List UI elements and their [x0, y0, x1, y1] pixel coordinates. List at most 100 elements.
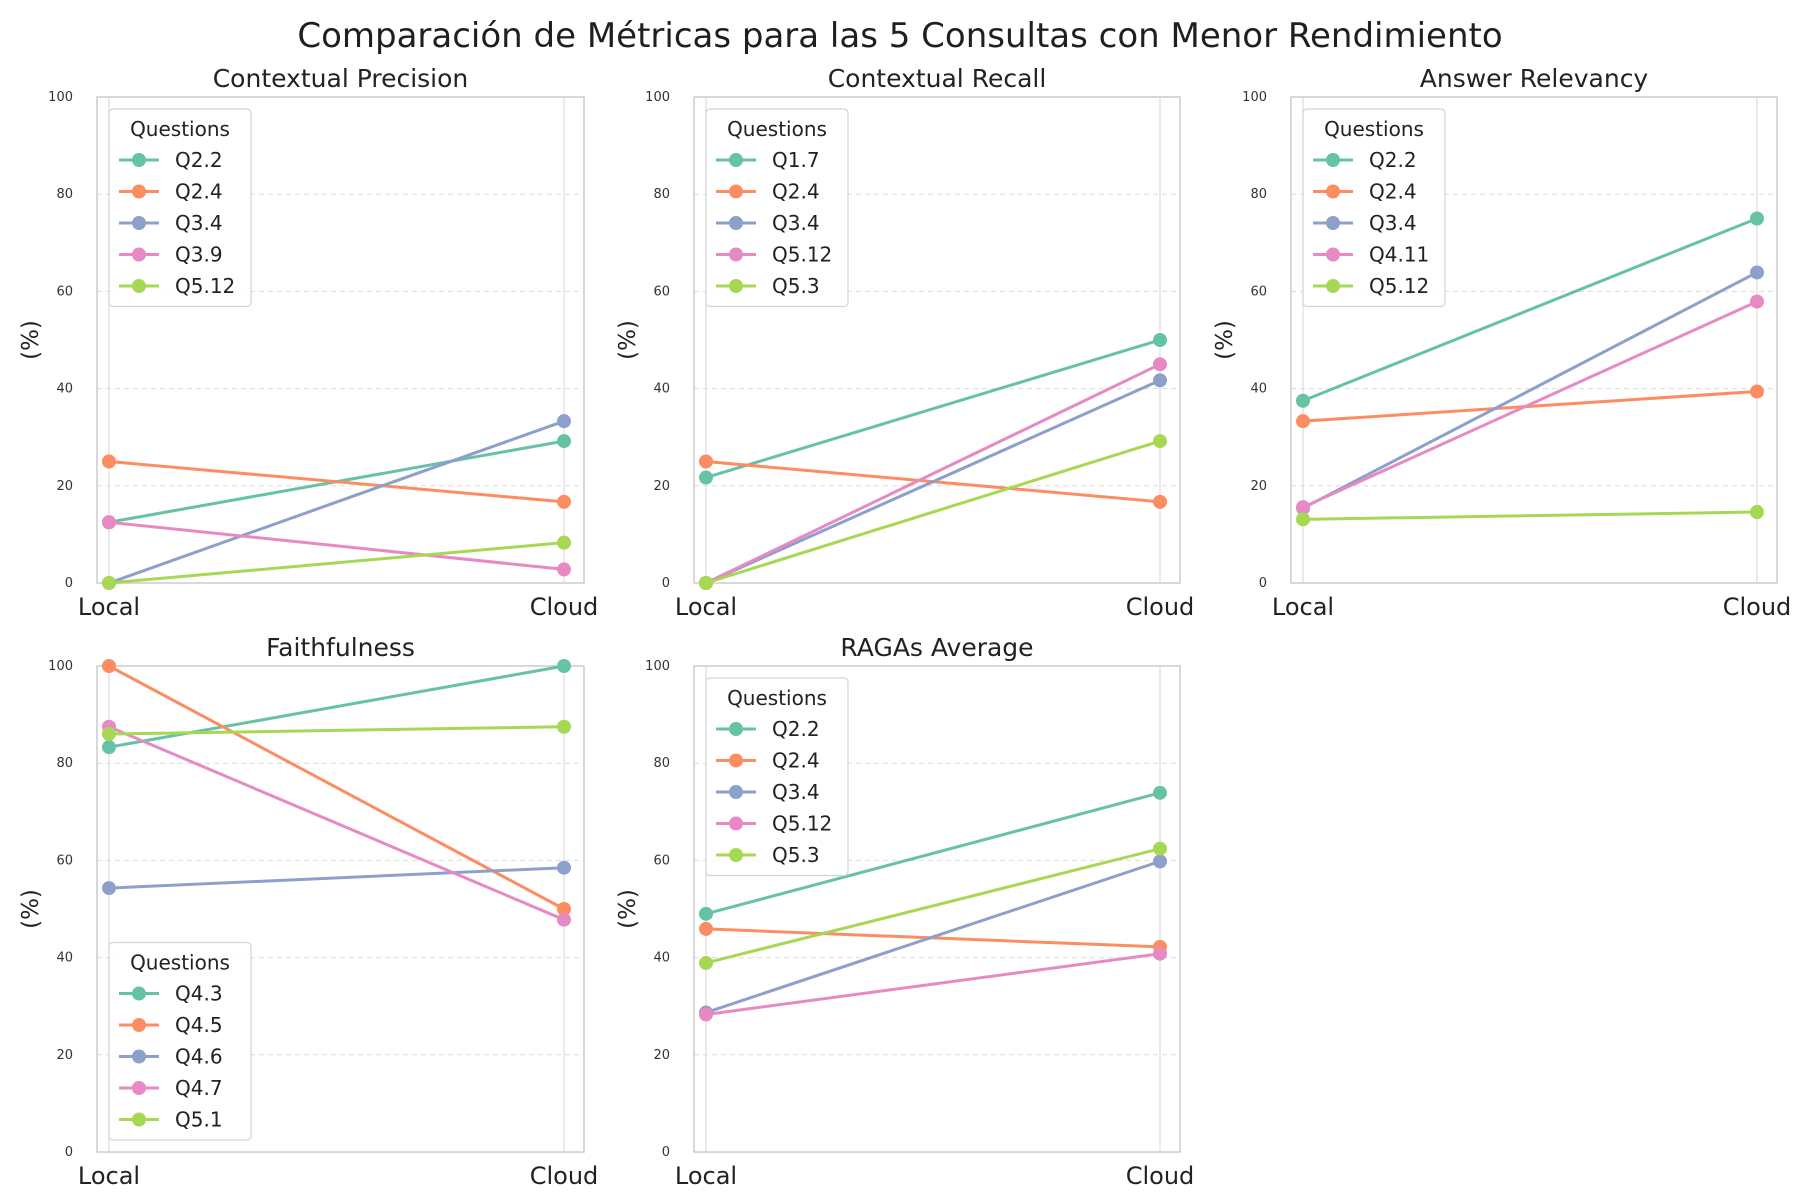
data-point — [102, 727, 116, 742]
data-point — [557, 719, 571, 734]
data-point — [1750, 505, 1764, 520]
data-point — [1153, 333, 1167, 347]
legend-label: Q3.4 — [772, 211, 820, 235]
legend-label: Q5.3 — [772, 843, 820, 867]
data-point — [1750, 265, 1764, 280]
chart-panel-4: 0 20 40 60 80 100 Local Cloud (%) RAGAs Average Qu… — [615, 633, 1194, 1190]
data-point — [699, 576, 713, 590]
series-line — [108, 725, 565, 736]
panel-title: Faithfulness — [266, 633, 415, 662]
y-tick-label: 60 — [1250, 284, 1267, 299]
legend-marker — [132, 1081, 146, 1095]
data-point — [699, 921, 713, 936]
legend-label: Q5.12 — [1369, 274, 1429, 298]
data-point — [699, 470, 713, 485]
series-line — [108, 664, 565, 749]
legend-title: Questions — [1324, 117, 1424, 141]
x-tick-label: Cloud — [530, 1162, 599, 1190]
series-line — [108, 419, 565, 585]
y-tick-label: 40 — [653, 951, 670, 966]
legend-marker — [132, 986, 146, 1001]
legend: Questions Q2.2 Q2.4 Q3.4 Q4.11 Q5.12 — [1302, 108, 1446, 308]
x-tick-label: Cloud — [530, 593, 599, 621]
legend-marker — [729, 816, 743, 831]
legend-marker — [132, 184, 146, 199]
x-tick-label: Cloud — [1126, 593, 1195, 621]
y-tick-label: 100 — [1242, 90, 1267, 105]
data-point — [1296, 512, 1310, 527]
data-point — [102, 515, 116, 530]
legend-marker — [729, 848, 743, 862]
plot-frame — [693, 96, 1181, 584]
legend-marker — [1326, 216, 1340, 230]
y-tick-label: 20 — [1250, 479, 1267, 494]
legend-marker — [729, 153, 743, 167]
y-tick-label: 40 — [653, 382, 670, 397]
series-line — [108, 460, 565, 504]
data-point — [1750, 294, 1764, 309]
legend-marker — [1326, 153, 1340, 167]
legend: Questions Q2.2 Q2.4 Q3.4 Q5.12 Q5.3 — [705, 677, 849, 877]
legend-label: Q3.4 — [772, 780, 820, 804]
series-line — [1302, 390, 1758, 423]
data-point — [557, 860, 571, 875]
y-axis-label: (%) — [1212, 320, 1238, 360]
data-point — [1750, 384, 1764, 399]
legend-label: Q4.6 — [175, 1045, 223, 1069]
panel-title: Contextual Precision — [213, 64, 469, 93]
data-point — [1153, 841, 1167, 856]
data-point — [102, 740, 116, 755]
chart-panel-2: 0 20 40 60 80 100 Local Cloud (%) Answer Relevanc… — [1212, 64, 1791, 621]
data-point — [1296, 393, 1310, 408]
legend-label: Q1.7 — [772, 148, 820, 172]
data-point — [1296, 500, 1310, 515]
legend-label: Q5.12 — [772, 812, 832, 836]
data-point — [102, 576, 116, 590]
y-tick-label: 60 — [56, 853, 73, 868]
data-point — [557, 659, 571, 673]
panel-title: Answer Relevancy — [1420, 64, 1649, 93]
series-line — [108, 664, 565, 911]
chart-panel-1: 0 20 40 60 80 100 Local Cloud (%) Contextual Reca… — [615, 64, 1194, 621]
y-tick-label: 100 — [48, 90, 73, 105]
series-line — [705, 859, 1161, 1014]
y-tick-label: 20 — [653, 479, 670, 494]
data-point — [557, 434, 571, 449]
legend-title: Questions — [727, 686, 827, 710]
x-tick-label: Local — [1272, 593, 1334, 621]
series-line — [705, 952, 1161, 1016]
data-point — [102, 454, 116, 469]
legend-label: Q2.4 — [175, 180, 223, 204]
data-point — [1296, 414, 1310, 429]
legend-marker — [132, 153, 146, 167]
legend-marker — [1326, 247, 1340, 262]
series-line — [108, 520, 565, 571]
chart-panel-3: 0 20 40 60 80 100 Local Cloud (%) Faithfulness Que… — [18, 633, 598, 1190]
plot-frame — [96, 96, 585, 584]
legend-title: Questions — [130, 117, 230, 141]
x-tick-label: Cloud — [1126, 1162, 1195, 1190]
data-point — [699, 906, 713, 921]
legend-marker — [132, 1049, 146, 1064]
data-point — [557, 414, 571, 429]
legend-label: Q2.4 — [772, 749, 820, 773]
series-line — [1302, 271, 1758, 510]
x-tick-label: Local — [675, 593, 737, 621]
legend-label: Q2.2 — [772, 717, 820, 741]
y-tick-label: 0 — [1259, 576, 1267, 591]
legend-label: Q5.12 — [772, 243, 832, 267]
y-tick-label: 100 — [48, 659, 73, 674]
legend: Questions Q4.3 Q4.5 Q4.6 Q4.7 Q5.1 — [108, 941, 252, 1141]
y-tick-label: 100 — [645, 90, 670, 105]
legend-label: Q5.12 — [175, 274, 235, 298]
data-point — [1153, 357, 1167, 372]
legend-marker — [729, 753, 743, 768]
series-line — [705, 847, 1161, 965]
legend-label: Q3.4 — [1369, 211, 1417, 235]
y-tick-label: 60 — [56, 284, 73, 299]
legend-marker — [132, 216, 146, 230]
legend-label: Q2.2 — [1369, 148, 1417, 172]
data-point — [102, 659, 116, 673]
legend-marker — [132, 279, 146, 293]
